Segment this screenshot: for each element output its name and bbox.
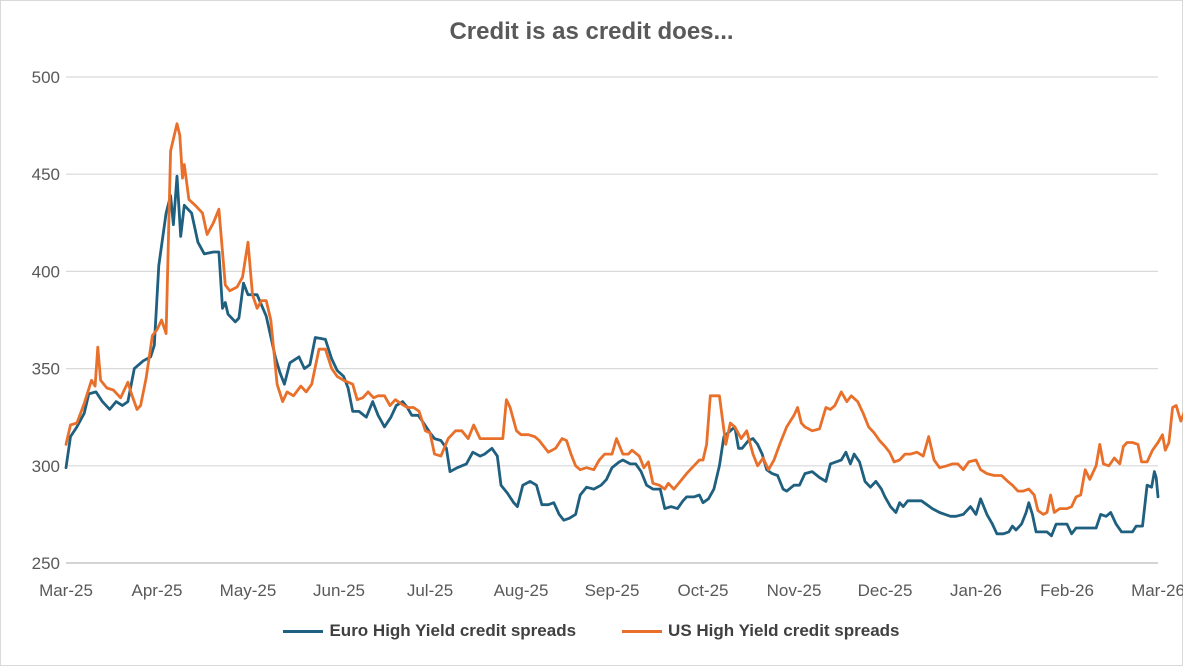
y-tick-label: 450 bbox=[32, 165, 60, 184]
y-tick-label: 350 bbox=[32, 360, 60, 379]
series-line-euro-hy bbox=[64, 174, 1160, 538]
y-tick-label: 300 bbox=[32, 457, 60, 476]
x-tick-label: Jan-26 bbox=[950, 581, 1002, 600]
legend-label-euro-hy: Euro High Yield credit spreads bbox=[329, 621, 577, 640]
x-tick-label: Sep-25 bbox=[585, 581, 640, 600]
x-tick-label: Mar-25 bbox=[39, 581, 93, 600]
legend-swatch-euro-hy bbox=[283, 629, 324, 633]
x-tick-label: Dec-25 bbox=[858, 581, 913, 600]
legend-item-euro-hy: Euro High Yield credit spreads bbox=[283, 621, 576, 641]
x-tick-label: Nov-25 bbox=[767, 581, 822, 600]
x-tick-label: Jul-25 bbox=[407, 581, 453, 600]
x-tick-label: Mar-26 bbox=[1131, 581, 1183, 600]
chart-title: Credit is as credit does... bbox=[449, 18, 734, 45]
x-tick-label: Oct-25 bbox=[677, 581, 728, 600]
x-tick-label: Jun-25 bbox=[313, 581, 365, 600]
x-tick-label: Feb-26 bbox=[1040, 581, 1094, 600]
y-tick-label: 400 bbox=[32, 262, 60, 281]
x-tick-label: May-25 bbox=[220, 581, 277, 600]
y-tick-label: 250 bbox=[32, 554, 60, 573]
legend-label-us-hy: US High Yield credit spreads bbox=[668, 621, 900, 640]
y-tick-label: 500 bbox=[32, 68, 60, 87]
x-tick-label: Apr-25 bbox=[131, 581, 182, 600]
legend-swatch-us-hy bbox=[622, 629, 663, 633]
x-tick-label: Aug-25 bbox=[494, 581, 549, 600]
chart-legend: Euro High Yield credit spreads US High Y… bbox=[0, 621, 1183, 641]
series-line-us-hy bbox=[64, 122, 1183, 516]
legend-item-us-hy: US High Yield credit spreads bbox=[622, 621, 900, 641]
